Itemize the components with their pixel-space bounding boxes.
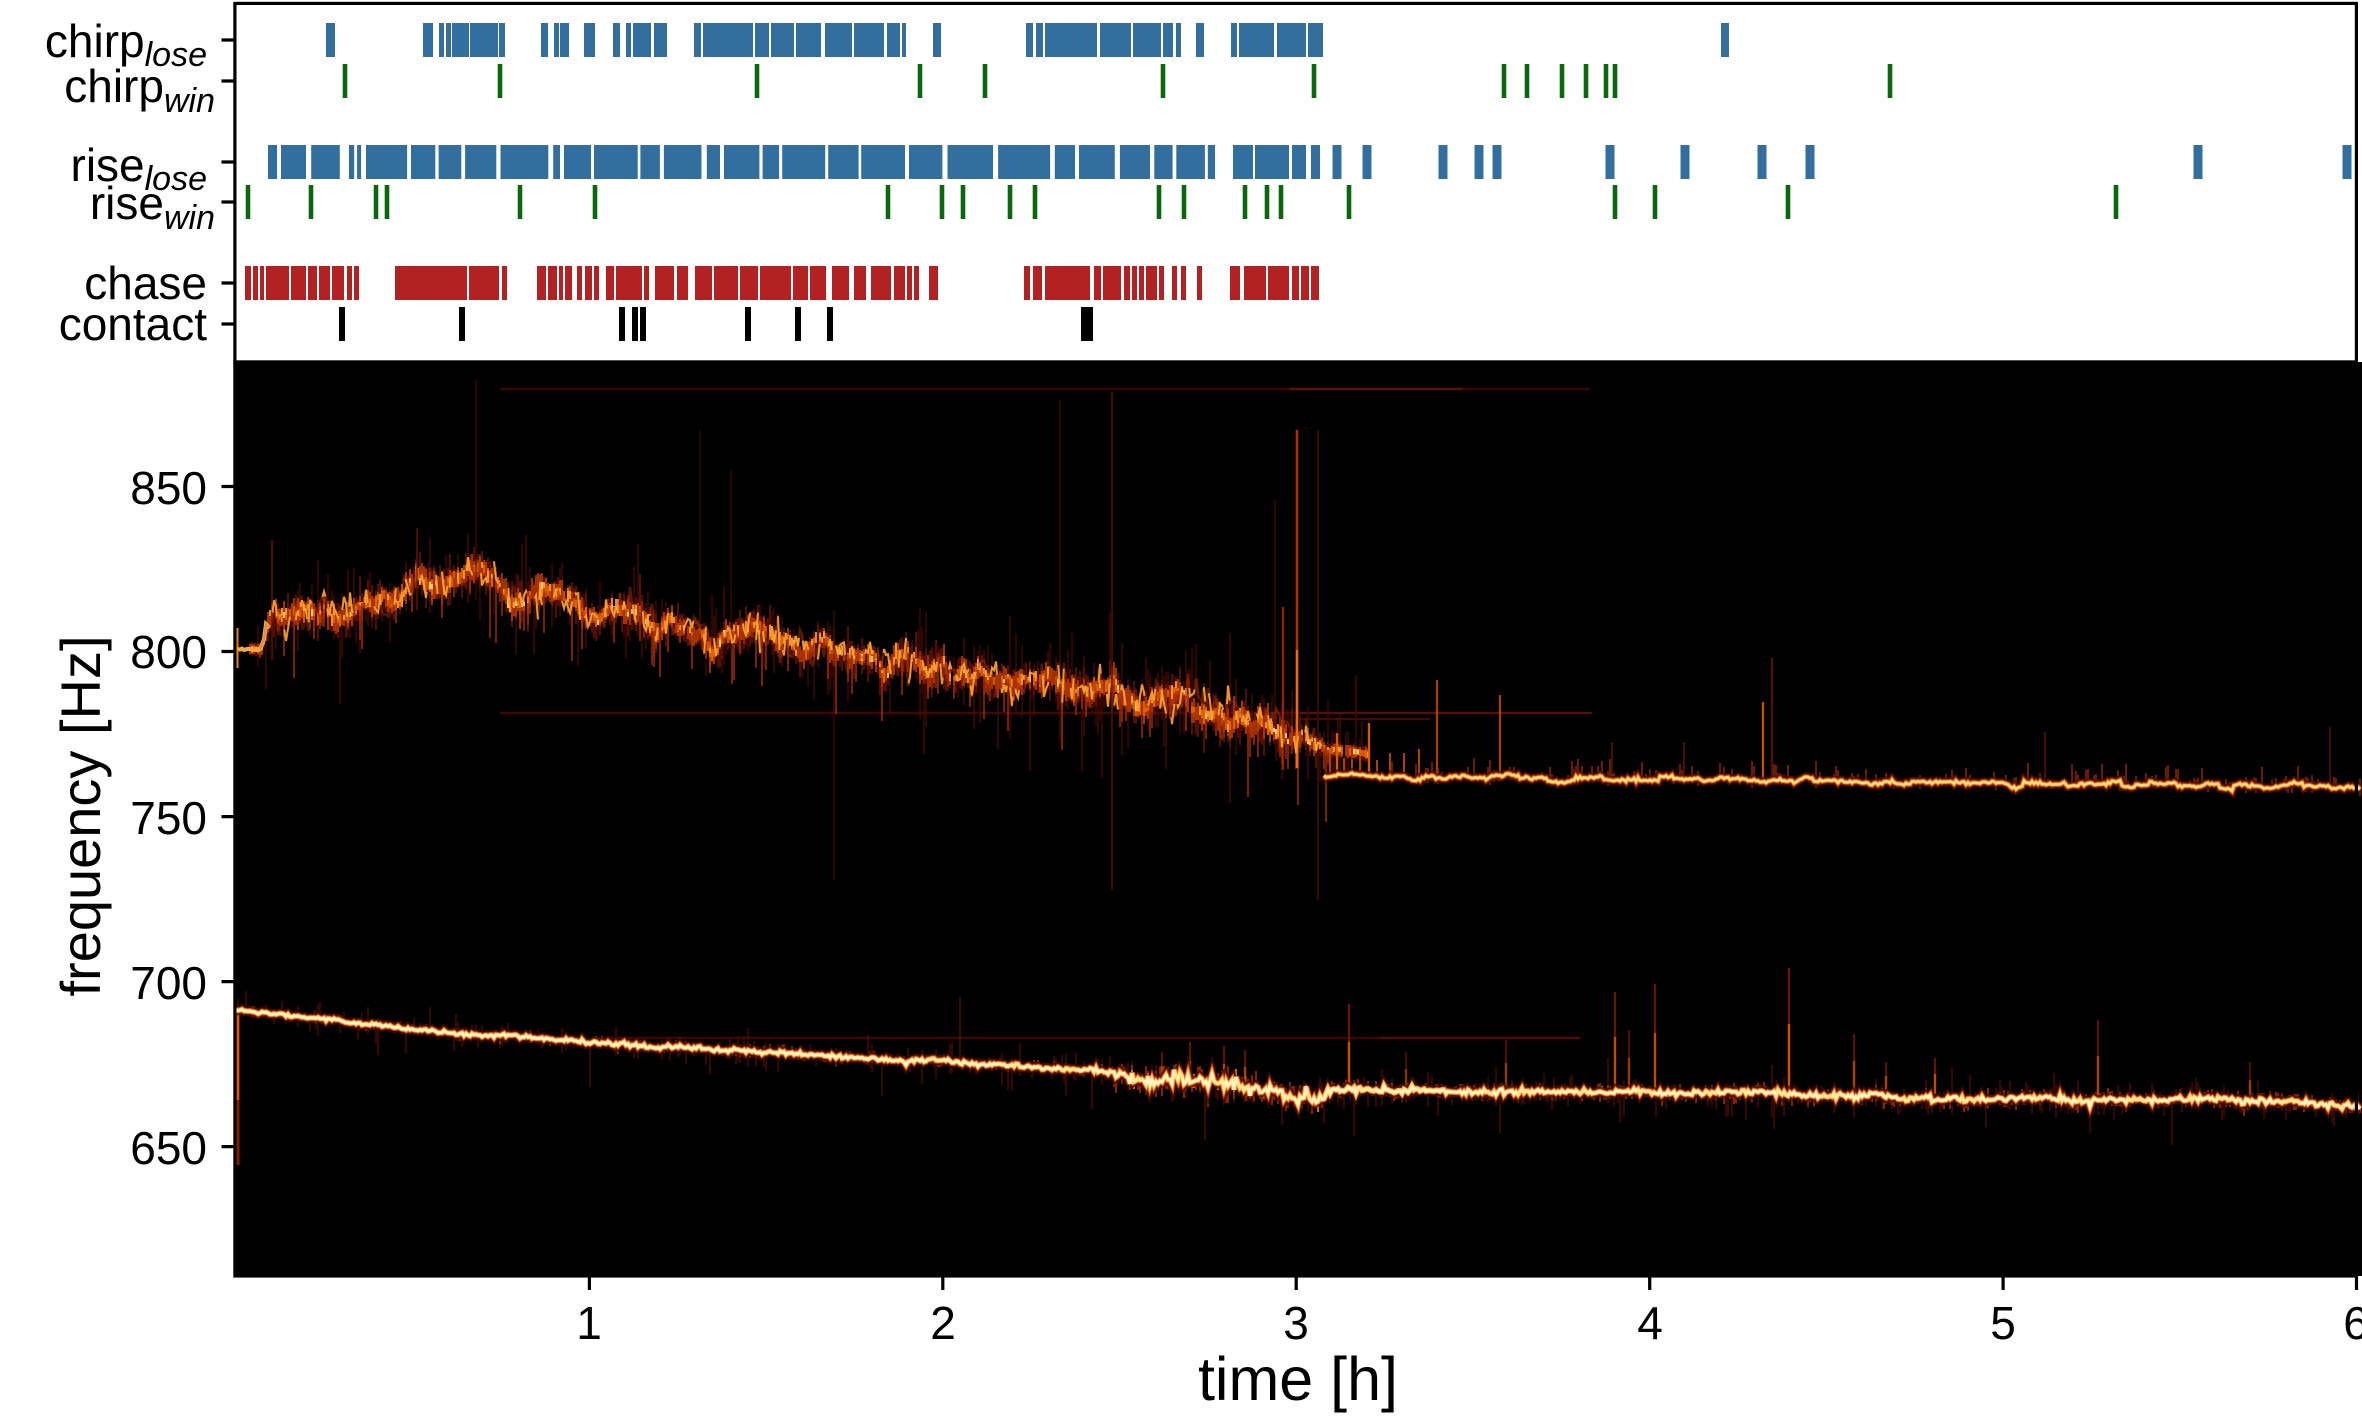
svg-text:650: 650 <box>130 1122 207 1174</box>
svg-text:700: 700 <box>130 957 207 1009</box>
svg-text:4: 4 <box>1637 1297 1663 1349</box>
svg-text:chase: chase <box>84 257 207 309</box>
svg-text:frequency [Hz]: frequency [Hz] <box>49 635 112 996</box>
svg-text:750: 750 <box>130 792 207 844</box>
svg-text:5: 5 <box>1990 1297 2016 1349</box>
svg-text:2: 2 <box>930 1297 956 1349</box>
svg-text:800: 800 <box>130 626 207 678</box>
svg-text:3: 3 <box>1283 1297 1309 1349</box>
svg-text:6: 6 <box>2343 1297 2362 1349</box>
svg-text:1: 1 <box>576 1297 602 1349</box>
svg-text:contact: contact <box>59 298 208 350</box>
svg-text:chirplose: chirplose <box>45 15 207 74</box>
svg-text:850: 850 <box>130 462 207 514</box>
svg-text:time [h]: time [h] <box>1198 1345 1398 1413</box>
